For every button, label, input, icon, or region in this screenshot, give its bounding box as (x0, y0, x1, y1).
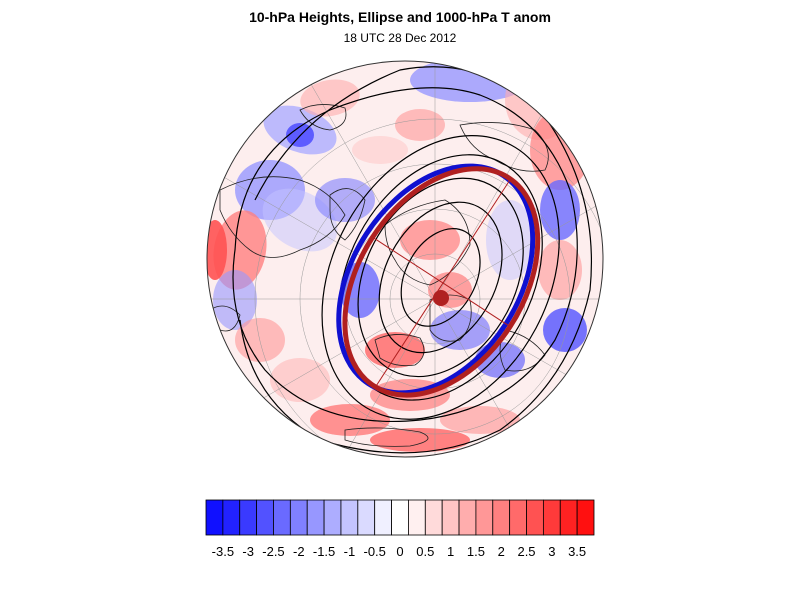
colorbar-tick-label: -2.5 (262, 544, 284, 559)
anomaly-patch (235, 318, 285, 362)
anomaly-patch (486, 200, 534, 280)
map-boundary (206, 60, 604, 458)
colorbar-box (306, 499, 325, 536)
anomaly-patch (440, 406, 520, 434)
height-contour (357, 177, 524, 378)
colorbar-box (408, 499, 426, 536)
colorbar-box (391, 499, 409, 536)
colorbar-tick-label: -1.5 (313, 544, 335, 559)
anomaly-patch (207, 220, 227, 280)
height-contour (378, 201, 503, 354)
coastline (344, 427, 429, 447)
colorbar-box (542, 499, 561, 536)
coastline (374, 334, 425, 367)
ellipse-minor-axis (373, 237, 513, 329)
colorbar-box (289, 499, 308, 536)
coastlines (209, 104, 549, 447)
anomaly-patch (395, 109, 445, 141)
map-title: 10-hPa Heights, Ellipse and 1000-hPa T a… (249, 9, 551, 25)
coastline (499, 329, 546, 372)
colorbar-tick-label: 0 (396, 544, 403, 559)
vortex-center-marker (433, 290, 449, 306)
colorbar-box (340, 499, 359, 536)
map-subtitle: 18 UTC 28 Dec 2012 (343, 31, 457, 45)
colorbar-tick-label: -0.5 (363, 544, 385, 559)
colorbar-box (526, 499, 544, 536)
colorbar-labels: -3.5 -3 -2.5 -2 -1.5 -1 -0.5 0 0.5 1 1.5 2 2.5 3 3.5 (212, 544, 587, 559)
colorbar-tick-label: 1 (447, 544, 454, 559)
meridian-line (434, 298, 603, 430)
anomaly-patch (213, 210, 267, 290)
colorbar-tick-label: -2 (293, 544, 305, 559)
colorbar-box (357, 499, 376, 536)
colorbar-box (475, 499, 494, 536)
colorbar-box (222, 499, 241, 536)
colorbar-box (441, 499, 460, 536)
anomaly-patch (352, 136, 408, 164)
colorbar-tick-label: -3 (242, 544, 254, 559)
height-contour (321, 134, 560, 420)
anomaly-patch (340, 262, 380, 318)
vortex-ellipse (336, 163, 541, 398)
colorbar-tick-label: 1.5 (467, 544, 485, 559)
colorbar-tick-label: -1 (344, 544, 356, 559)
colorbar-tick-label: 2 (498, 544, 505, 559)
coastline (219, 176, 346, 258)
colorbar-box (559, 499, 578, 536)
colorbar-tick-label: 2.5 (517, 544, 535, 559)
coastline (329, 188, 366, 241)
meridian-line (434, 168, 603, 300)
colorbar-boxes (205, 499, 595, 536)
coastline (209, 305, 241, 332)
colorbar-box (256, 499, 274, 536)
anomaly-patch (538, 240, 582, 300)
colorbar-tick-label: 3 (548, 544, 555, 559)
colorbar-box (509, 499, 527, 536)
anomaly-patch (365, 332, 425, 368)
anomaly-patch (300, 79, 360, 117)
colorbar-tick-label: 0.5 (416, 544, 434, 559)
colorbar-box (576, 499, 595, 536)
coastline (459, 122, 549, 172)
height-contour (338, 154, 543, 401)
colorbar-box (239, 499, 258, 536)
colorbar-tick-label: 3.5 (568, 544, 586, 559)
colorbar-box (205, 499, 224, 536)
colorbar-tick-label: -3.5 (212, 544, 234, 559)
colorbar-box (323, 499, 342, 536)
meridian-line (434, 298, 566, 457)
colorbar-box (458, 499, 477, 536)
coastline (429, 294, 472, 342)
colorbar-box (492, 499, 511, 536)
coastline (384, 199, 471, 286)
colorbar-box (374, 499, 392, 536)
anomaly-patch (540, 180, 580, 240)
colorbar-box (273, 499, 291, 536)
anomaly-patch (270, 358, 330, 402)
colorbar-box (424, 499, 443, 536)
height-contour (232, 87, 578, 423)
